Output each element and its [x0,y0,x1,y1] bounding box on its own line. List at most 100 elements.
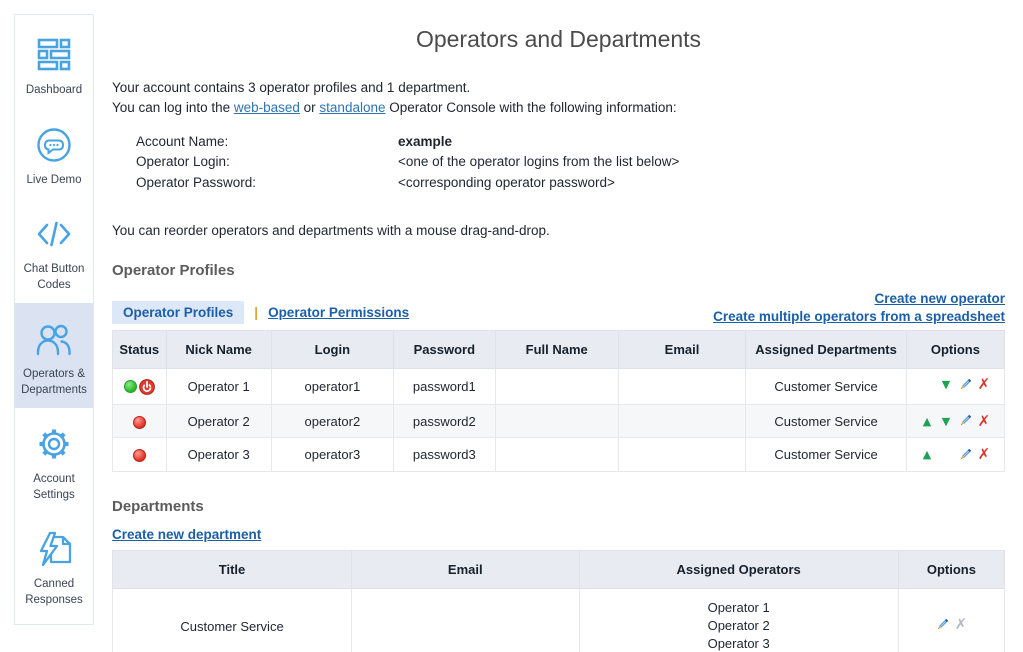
status-cell [112,367,167,405]
col-assigned-departments: Assigned Departments [745,329,907,369]
dashboard-icon [31,32,77,78]
sidebar-item-label: Account Settings [33,473,75,501]
sidebar-item-dashboard[interactable]: Dashboard [15,19,93,109]
create-new-department-link[interactable]: Create new department [112,526,262,542]
sidebar-item-label: Chat Button Codes [23,263,85,291]
sidebar-item-operators-departments[interactable]: Operators & Departments [15,303,93,409]
col-options: Options [897,549,1006,589]
delete-disabled-icon: ✗ [954,615,968,634]
nick-name-cell: Operator 1 [165,367,272,405]
intro-text: Your account contains 3 operator profile… [112,78,1005,117]
col-title: Title [111,549,353,589]
move-up-placeholder [917,377,936,393]
email-cell [617,367,747,405]
operators-toolbar: Operator Profiles | Operator Permissions… [112,291,1005,324]
status-online-icon [123,380,137,394]
code-icon [31,211,77,257]
edit-icon[interactable] [934,617,950,633]
sidebar-item-label: Live Demo [26,173,82,186]
move-down-icon[interactable]: ▼ [941,378,951,392]
status-offline-icon [132,449,146,463]
full-name-cell [494,403,619,439]
edit-icon[interactable] [957,413,973,429]
status-cell [112,403,167,439]
intro-or: or [299,99,320,115]
move-up-icon[interactable]: ▲ [922,448,932,462]
account-name-label: Account Name: [136,134,229,150]
col-assigned-operators: Assigned Operators [578,549,899,589]
col-status: Status [112,329,167,369]
intro-line2-prefix: You can log into the [112,99,234,115]
col-nick-name: Nick Name [165,329,272,369]
create-new-operator-link[interactable]: Create new operator [874,290,1005,306]
operators-table: Status Nick Name Login Password Full Nam… [112,329,1006,472]
col-email: Email [617,329,747,369]
account-info: Account Name: example Operator Login: <o… [136,132,1005,193]
department-title-cell: Customer Service [111,587,353,652]
col-login: Login [270,329,394,369]
options-cell: ▲ ✗ [905,437,1006,472]
sidebar-item-label: Operators & Departments [21,368,87,396]
intro-line2-suffix: Operator Console with the following info… [385,99,677,115]
login-cell: operator2 [270,403,394,439]
create-multiple-operators-link[interactable]: Create multiple operators from a spreads… [713,308,1005,324]
sidebar-item-chat-button-codes[interactable]: Chat Button Codes [15,198,93,303]
password-cell: password1 [392,367,496,405]
full-name-cell [494,367,619,405]
col-email: Email [351,549,580,589]
intro-line1: Your account contains 3 operator profile… [112,80,471,95]
col-full-name: Full Name [494,329,619,369]
nick-name-cell: Operator 2 [165,403,272,439]
account-name-value: example [398,134,453,150]
sidebar: Dashboard Live Demo [14,14,94,626]
sidebar-item-canned-responses[interactable]: Canned Responses [15,513,93,618]
table-row: Operator 3 operator3 password3 Customer … [112,437,1006,472]
col-password: Password [392,329,496,369]
options-cell: ✗ [897,587,1006,652]
logout-power-icon[interactable] [138,378,155,395]
status-offline-icon [132,415,146,429]
table-row: Customer Service Operator 1 Operator 2 O… [111,587,1006,652]
edit-icon[interactable] [957,377,973,393]
tab-operator-permissions[interactable]: Operator Permissions [268,304,410,320]
assigned-departments-cell: Customer Service [745,367,907,405]
delete-icon[interactable]: ✗ [977,375,991,394]
operator-login-value: <one of the operator logins from the lis… [398,154,680,170]
edit-icon[interactable] [957,447,973,463]
account-name-row: Account Name: example [136,132,1005,152]
live-demo-icon [31,122,77,168]
status-cell [112,437,167,472]
password-cell: password3 [392,437,496,472]
standalone-link[interactable]: standalone [319,99,386,115]
delete-icon[interactable]: ✗ [977,411,991,430]
tab-operator-profiles[interactable]: Operator Profiles [112,300,245,324]
options-cell: ▼ ✗ [905,367,1006,405]
operator-password-label: Operator Password: [136,174,257,190]
operator-login-row: Operator Login: <one of the operator log… [136,152,1005,172]
move-up-icon[interactable]: ▲ [922,414,932,428]
move-down-icon[interactable]: ▼ [941,414,951,428]
assigned-operator: Operator 2 [707,618,770,634]
operators-tabs: Operator Profiles | Operator Permissions [112,300,410,324]
departments-table: Title Email Assigned Operators Options C… [111,549,1006,652]
web-based-link[interactable]: web-based [233,99,300,115]
assigned-departments-cell: Customer Service [745,437,907,472]
page-title: Operators and Departments [415,26,702,52]
assigned-operator: Operator 1 [707,599,770,615]
delete-icon[interactable]: ✗ [977,445,991,464]
assigned-operators-cell: Operator 1 Operator 2 Operator 3 [578,587,899,652]
lightning-page-icon [31,526,77,572]
password-cell: password2 [392,403,496,439]
department-email-cell [351,587,580,652]
sidebar-item-live-demo[interactable]: Live Demo [15,109,93,199]
move-down-placeholder [936,447,955,463]
departments-table-header-row: Title Email Assigned Operators Options [111,549,1006,589]
sidebar-item-account-settings[interactable]: Account Settings [15,408,93,513]
operators-table-header-row: Status Nick Name Login Password Full Nam… [112,329,1006,369]
main-content: Operators and Departments Your account c… [111,0,1006,652]
assigned-departments-cell: Customer Service [745,403,907,439]
gear-icon [31,421,77,467]
people-icon [31,316,77,362]
reorder-note: You can reorder operators and department… [112,222,550,238]
